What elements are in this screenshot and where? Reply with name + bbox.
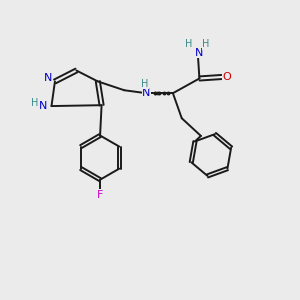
Text: N: N xyxy=(44,74,52,83)
Text: N: N xyxy=(142,88,151,98)
Text: N: N xyxy=(39,101,47,111)
Text: H: H xyxy=(31,98,38,107)
Text: O: O xyxy=(222,72,231,82)
Text: H: H xyxy=(141,79,148,89)
Text: H: H xyxy=(185,39,192,49)
Text: F: F xyxy=(97,190,103,200)
Text: N: N xyxy=(195,48,204,58)
Text: H: H xyxy=(202,39,210,49)
